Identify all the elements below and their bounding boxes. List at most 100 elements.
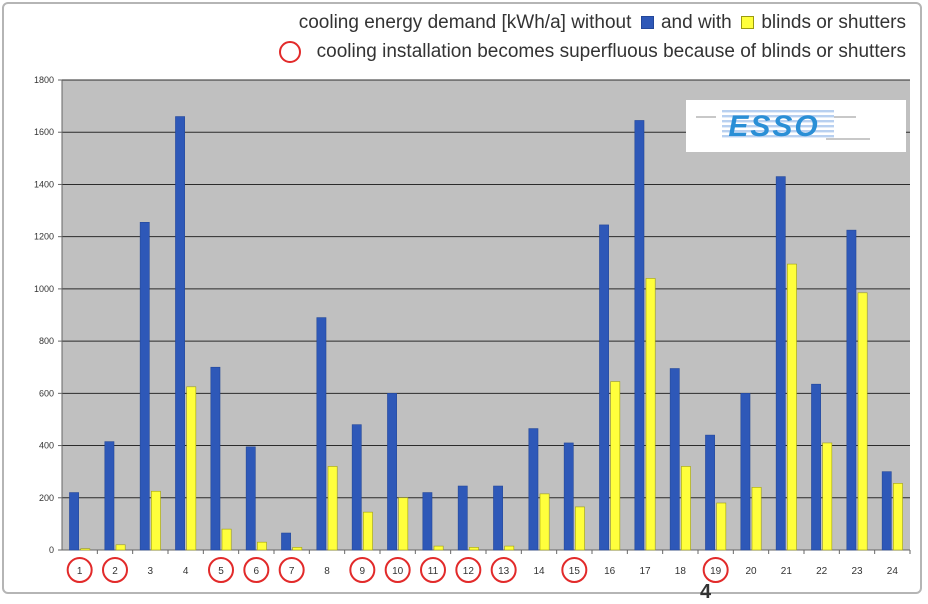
x-tick-label-15: 15: [569, 566, 581, 577]
bar-with-16: [610, 381, 621, 551]
x-tick-label-2: 2: [112, 566, 118, 577]
bar-without-19: [705, 434, 715, 551]
x-tick-label-3: 3: [148, 566, 154, 577]
bar-without-7: [281, 532, 291, 551]
x-tick-label-8: 8: [324, 566, 330, 577]
legend-circle-marker: [279, 40, 302, 63]
x-tick-label-7: 7: [289, 566, 295, 577]
circle-marker-13: [490, 557, 517, 583]
legend-swatch-without: [640, 16, 654, 30]
y-tick-label-0: 0: [49, 545, 54, 555]
y-tick-label-1200: 1200: [34, 232, 54, 242]
logo-stripe-2: [722, 120, 834, 123]
logo-line-left: [696, 116, 716, 118]
x-tick-label-20: 20: [745, 566, 757, 577]
bar-without-4: [175, 116, 185, 551]
legend-swatch-with: [741, 16, 755, 30]
x-tick-label-23: 23: [851, 566, 863, 577]
x-tick-label-12: 12: [463, 566, 475, 577]
x-tick-label-17: 17: [639, 566, 651, 577]
x-tick-label-22: 22: [816, 566, 828, 577]
bar-with-11: [433, 545, 444, 551]
logo-stripe-5: [722, 135, 834, 138]
x-tick-label-18: 18: [675, 566, 687, 577]
logo-stripe-3: [722, 125, 834, 128]
bar-with-2: [115, 544, 126, 551]
legend-line-2: cooling installation becomes superfluous…: [279, 37, 906, 66]
y-tick-label-800: 800: [39, 336, 54, 346]
bar-without-5: [210, 366, 221, 551]
y-tick-label-1400: 1400: [34, 179, 54, 189]
circle-marker-1: [66, 557, 93, 583]
bar-with-1: [80, 548, 91, 551]
circle-marker-2: [102, 557, 128, 583]
bar-with-18: [681, 466, 691, 551]
bar-without-8: [316, 317, 327, 551]
bar-with-4: [186, 386, 197, 551]
bar-with-9: [363, 511, 373, 551]
bar-with-17: [645, 278, 656, 551]
legend-text-superfluous: cooling installation becomes superfluous…: [316, 41, 906, 62]
bar-without-20: [740, 393, 751, 551]
bar-without-12: [457, 485, 468, 551]
x-tick-label-16: 16: [604, 566, 616, 577]
bar-with-19: [716, 502, 727, 551]
bar-with-20: [751, 487, 762, 551]
circle-marker-10: [384, 557, 411, 583]
logo-stripe-0: [722, 110, 834, 113]
x-tick-label-13: 13: [498, 566, 510, 577]
legend: cooling energy demand [kWh/a] without an…: [279, 8, 906, 66]
x-tick-label-4: 4: [183, 566, 189, 577]
circle-marker-15: [561, 557, 588, 583]
logo-stripe-1: [722, 115, 834, 118]
bar-without-22: [811, 383, 821, 551]
x-tick-label-24: 24: [887, 566, 899, 577]
bar-without-24: [881, 471, 892, 551]
circle-marker-7: [278, 557, 305, 583]
bar-with-7: [292, 547, 303, 551]
circle-marker-12: [455, 557, 482, 583]
y-tick-label-1000: 1000: [34, 284, 54, 294]
bar-without-14: [528, 428, 539, 551]
x-tick-label-6: 6: [254, 566, 260, 577]
bar-with-5: [221, 528, 232, 551]
x-tick-label-10: 10: [392, 566, 404, 577]
y-tick-label-1600: 1600: [34, 127, 54, 137]
legend-line-1: cooling energy demand [kWh/a] without an…: [279, 8, 906, 37]
bar-with-8: [327, 466, 338, 551]
circle-marker-11: [420, 557, 446, 583]
bar-without-9: [351, 424, 362, 551]
bar-with-15: [575, 506, 585, 551]
logo-line-right: [834, 116, 856, 118]
y-tick-label-600: 600: [39, 388, 54, 398]
y-tick-label-1800: 1800: [34, 75, 54, 85]
bar-without-10: [387, 393, 397, 551]
bar-without-3: [139, 222, 150, 551]
bar-without-15: [563, 442, 574, 551]
bar-with-24: [893, 483, 903, 551]
x-tick-label-14: 14: [533, 566, 545, 577]
legend-text-with: and with: [660, 12, 732, 33]
bar-without-18: [669, 368, 680, 551]
plot-area: [62, 80, 910, 550]
bar-without-2: [104, 441, 115, 551]
bar-with-10: [398, 497, 409, 551]
logo-line-bottom: [826, 138, 870, 140]
bar-with-3: [151, 490, 161, 551]
bar-with-6: [257, 541, 267, 551]
x-tick-label-9: 9: [360, 566, 366, 577]
y-tick-label-200: 200: [39, 493, 54, 503]
bar-without-13: [493, 485, 503, 551]
bar-without-6: [245, 446, 256, 551]
bar-with-21: [787, 263, 797, 551]
bar-with-22: [822, 442, 833, 551]
circle-marker-5: [208, 557, 234, 583]
x-tick-label-19: 19: [710, 566, 722, 577]
bar-without-17: [634, 120, 645, 551]
bar-with-13: [504, 545, 515, 551]
x-tick-label-11: 11: [428, 566, 439, 577]
circle-marker-6: [243, 557, 270, 583]
circle-marker-19: [702, 557, 729, 583]
logo-icon: ESSO: [728, 110, 819, 143]
